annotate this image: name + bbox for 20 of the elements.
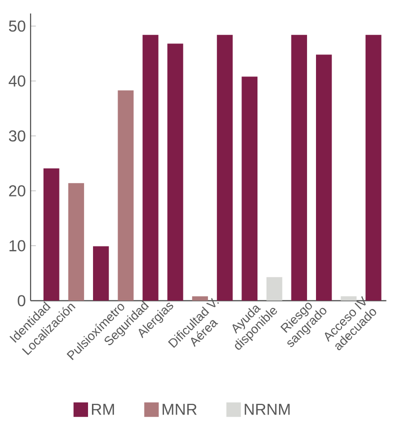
bar [43, 168, 60, 301]
bar [68, 183, 84, 301]
legend-label: NRNM [244, 404, 290, 415]
bar [291, 34, 308, 301]
bar [167, 44, 184, 301]
bar [118, 90, 134, 301]
bar [366, 34, 382, 301]
bar [142, 34, 158, 301]
legend-label: MNR [162, 404, 197, 415]
bar [92, 246, 109, 301]
y-tick-label: 50 [8, 20, 26, 32]
y-tick-label: 10 [10, 240, 26, 252]
y-tick-label: 30 [8, 130, 26, 142]
legend-label: RM [92, 404, 114, 415]
bar [316, 54, 332, 301]
y-tick-label: 40 [8, 75, 26, 87]
y-tick-label: 20 [9, 185, 26, 196]
bar [242, 76, 258, 301]
bar [266, 277, 282, 301]
bar [192, 296, 208, 301]
